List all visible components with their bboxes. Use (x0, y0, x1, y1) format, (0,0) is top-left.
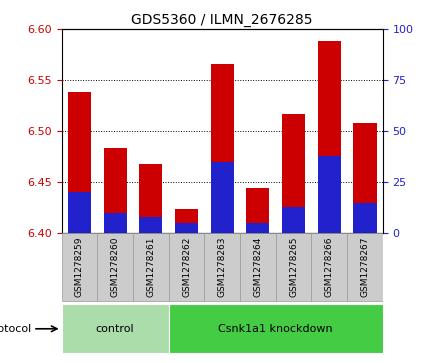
Bar (246, 223, 269, 233)
Bar (282, 114, 305, 233)
Text: GSM1278266: GSM1278266 (325, 237, 334, 297)
Bar (246, 188, 269, 233)
Text: Csnk1a1 knockdown: Csnk1a1 knockdown (218, 324, 333, 334)
Bar (175, 209, 198, 233)
Bar (103, 213, 127, 233)
Bar (169, 304, 383, 353)
Bar (211, 162, 234, 233)
Text: protocol: protocol (0, 324, 31, 334)
Bar (139, 164, 162, 233)
Bar (240, 233, 276, 301)
Bar (353, 123, 377, 233)
Bar (204, 233, 240, 301)
Bar (139, 217, 162, 233)
Bar (175, 223, 198, 233)
Bar (211, 64, 234, 233)
Text: GSM1278260: GSM1278260 (110, 237, 120, 297)
Bar (169, 233, 204, 301)
Text: GSM1278264: GSM1278264 (253, 237, 262, 297)
Bar (97, 233, 133, 301)
Text: GSM1278263: GSM1278263 (218, 237, 227, 297)
Text: GSM1278262: GSM1278262 (182, 237, 191, 297)
Bar (353, 203, 377, 233)
Bar (347, 233, 383, 301)
Bar (276, 233, 312, 301)
Bar (133, 233, 169, 301)
Bar (312, 233, 347, 301)
Bar (103, 148, 127, 233)
Bar (318, 41, 341, 233)
Bar (68, 92, 91, 233)
Bar (282, 207, 305, 233)
Title: GDS5360 / ILMN_2676285: GDS5360 / ILMN_2676285 (132, 13, 313, 26)
Bar (62, 304, 169, 353)
Text: control: control (96, 324, 135, 334)
Bar (62, 233, 97, 301)
Text: GSM1278259: GSM1278259 (75, 237, 84, 297)
Bar (68, 192, 91, 233)
Text: GSM1278267: GSM1278267 (360, 237, 370, 297)
Text: GSM1278265: GSM1278265 (289, 237, 298, 297)
Bar (318, 156, 341, 233)
Text: GSM1278261: GSM1278261 (147, 237, 155, 297)
